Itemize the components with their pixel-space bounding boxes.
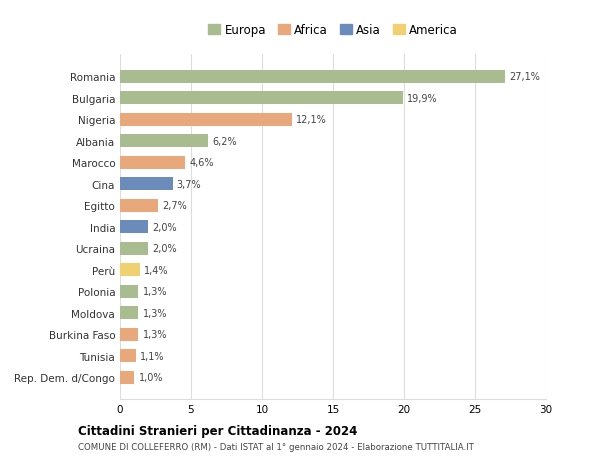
Text: 27,1%: 27,1% bbox=[509, 72, 540, 82]
Text: 4,6%: 4,6% bbox=[190, 158, 214, 168]
Bar bbox=[120, 221, 148, 234]
Legend: Europa, Africa, Asia, America: Europa, Africa, Asia, America bbox=[203, 20, 463, 42]
Bar bbox=[120, 349, 136, 362]
Bar bbox=[120, 71, 505, 84]
Text: 1,3%: 1,3% bbox=[143, 308, 167, 318]
Bar bbox=[120, 157, 185, 169]
Bar bbox=[120, 178, 173, 191]
Text: 1,0%: 1,0% bbox=[139, 372, 163, 382]
Text: 1,3%: 1,3% bbox=[143, 330, 167, 339]
Text: 2,0%: 2,0% bbox=[152, 222, 177, 232]
Text: 12,1%: 12,1% bbox=[296, 115, 327, 125]
Text: 6,2%: 6,2% bbox=[212, 136, 237, 146]
Bar bbox=[120, 307, 139, 319]
Bar bbox=[120, 92, 403, 105]
Bar bbox=[120, 113, 292, 127]
Text: 1,1%: 1,1% bbox=[140, 351, 164, 361]
Bar bbox=[120, 199, 158, 212]
Bar bbox=[120, 371, 134, 384]
Bar bbox=[120, 285, 139, 298]
Text: 1,4%: 1,4% bbox=[144, 265, 169, 275]
Text: COMUNE DI COLLEFERRO (RM) - Dati ISTAT al 1° gennaio 2024 - Elaborazione TUTTITA: COMUNE DI COLLEFERRO (RM) - Dati ISTAT a… bbox=[78, 442, 474, 451]
Bar bbox=[120, 263, 140, 276]
Bar bbox=[120, 328, 139, 341]
Text: 19,9%: 19,9% bbox=[407, 94, 437, 104]
Bar bbox=[120, 242, 148, 255]
Text: 2,0%: 2,0% bbox=[152, 244, 177, 254]
Text: 2,7%: 2,7% bbox=[163, 201, 187, 211]
Text: 1,3%: 1,3% bbox=[143, 286, 167, 297]
Text: 3,7%: 3,7% bbox=[177, 179, 202, 189]
Bar bbox=[120, 135, 208, 148]
Text: Cittadini Stranieri per Cittadinanza - 2024: Cittadini Stranieri per Cittadinanza - 2… bbox=[78, 424, 358, 437]
